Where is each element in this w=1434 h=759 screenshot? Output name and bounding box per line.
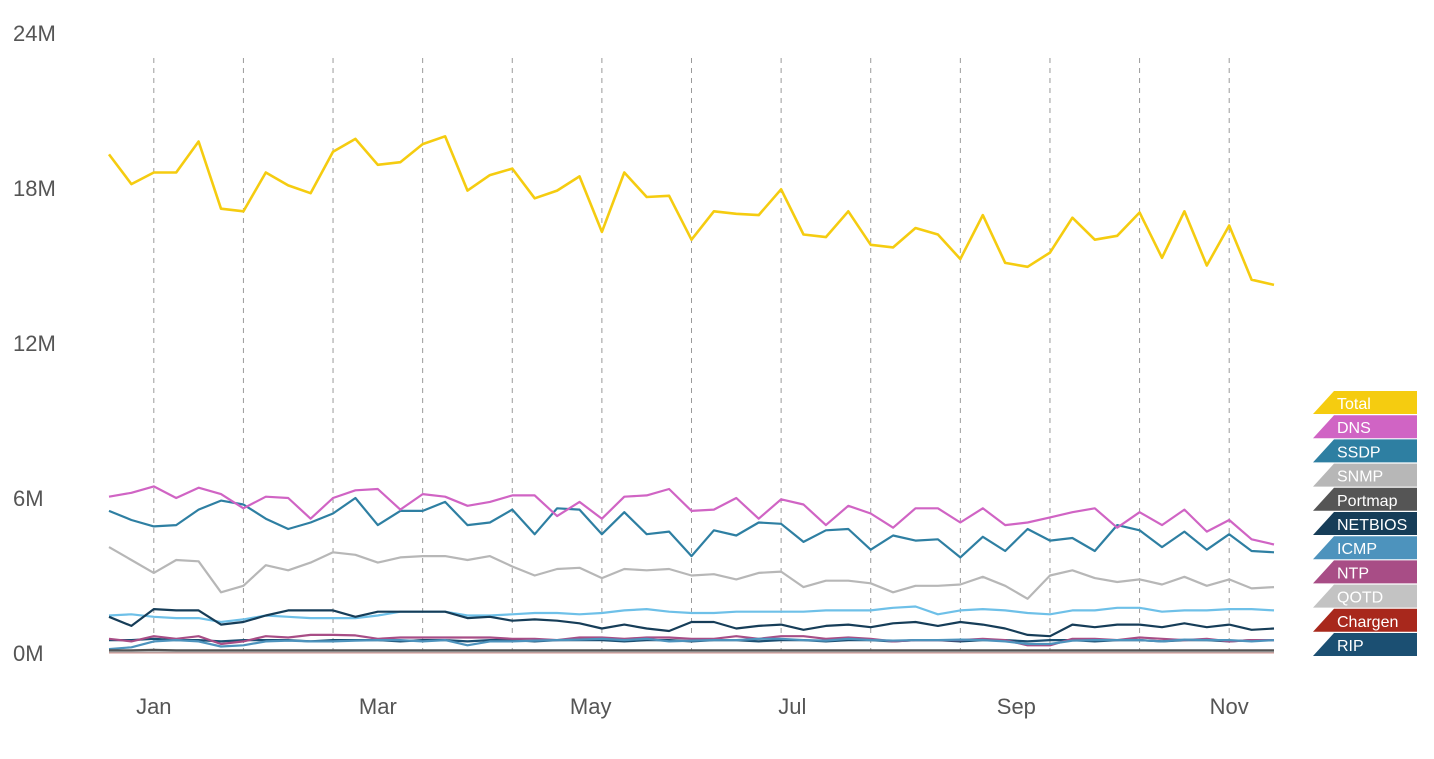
legend-swatch xyxy=(1313,487,1417,511)
legend-item-total: Total xyxy=(1313,391,1417,414)
series-line-icmp xyxy=(108,637,1275,651)
legend-swatch xyxy=(1313,463,1417,487)
legend-label: Portmap xyxy=(1337,493,1398,510)
legend-swatch xyxy=(1313,439,1417,463)
legend-swatch xyxy=(1313,608,1417,632)
legend-swatch xyxy=(1313,584,1417,608)
y-tick-label: 6M xyxy=(13,486,44,511)
series-line-total xyxy=(107,135,1275,287)
legend-item-ntp: NTP xyxy=(1313,560,1417,584)
x-tick-label: Jul xyxy=(778,694,806,719)
legend-item-portmap: Portmap xyxy=(1313,487,1417,511)
legend-item-icmp: ICMP xyxy=(1313,536,1417,560)
series-line-unlabeled xyxy=(108,605,1275,624)
legend-label: Chargen xyxy=(1337,614,1398,631)
series-line-dns xyxy=(108,485,1275,546)
legend-swatch xyxy=(1313,536,1417,560)
legend-swatch xyxy=(1313,415,1417,439)
legend-label: SNMP xyxy=(1337,469,1383,486)
legend-item-snmp: SNMP xyxy=(1313,463,1417,487)
y-tick-label: 0M xyxy=(13,641,44,666)
gridlines xyxy=(153,58,1230,655)
legend-item-dns: DNS xyxy=(1313,415,1417,439)
legend-swatch xyxy=(1313,391,1417,414)
series-line-ssdp xyxy=(108,496,1275,559)
legend-item-netbios: NETBIOS xyxy=(1313,512,1417,535)
legend-label: DNS xyxy=(1337,420,1371,437)
y-tick-label: 12M xyxy=(13,331,56,356)
x-axis: Jan Mar May Jul Sep Nov xyxy=(136,694,1249,719)
legend-swatch xyxy=(1313,633,1417,656)
legend-label: RIP xyxy=(1337,638,1364,655)
legend-item-rip: RIP xyxy=(1313,633,1417,656)
x-tick-label: Sep xyxy=(997,694,1036,719)
y-axis: 0M 6M 12M 18M 24M xyxy=(13,21,56,666)
x-tick-label: Nov xyxy=(1210,694,1249,719)
legend-swatch xyxy=(1313,560,1417,584)
legend-label: Total xyxy=(1337,396,1371,413)
y-tick-label: 24M xyxy=(13,21,56,46)
legend-label: ICMP xyxy=(1337,541,1377,558)
x-tick-label: May xyxy=(570,694,612,719)
series-lines xyxy=(107,135,1275,654)
legend-label: QOTD xyxy=(1337,590,1383,607)
legend-swatch xyxy=(1313,512,1417,535)
x-tick-label: Mar xyxy=(359,694,397,719)
legend: Total DNS SSDP SNMP Portmap NETBIOS ICMP NTP QOT… xyxy=(1313,391,1417,656)
legend-item-ssdp: SSDP xyxy=(1313,439,1417,463)
legend-item-qotd: QOTD xyxy=(1313,584,1417,608)
y-tick-label: 18M xyxy=(13,176,56,201)
legend-label: SSDP xyxy=(1337,444,1381,461)
series-line-netbios xyxy=(108,607,1275,638)
legend-item-chargen: Chargen xyxy=(1313,608,1417,632)
legend-label: NETBIOS xyxy=(1337,517,1407,534)
series-line-portmap xyxy=(109,648,1274,652)
series-line-ntp xyxy=(108,633,1274,647)
legend-label: NTP xyxy=(1337,565,1369,582)
x-tick-label: Jan xyxy=(136,694,171,719)
series-line-snmp xyxy=(108,546,1275,600)
